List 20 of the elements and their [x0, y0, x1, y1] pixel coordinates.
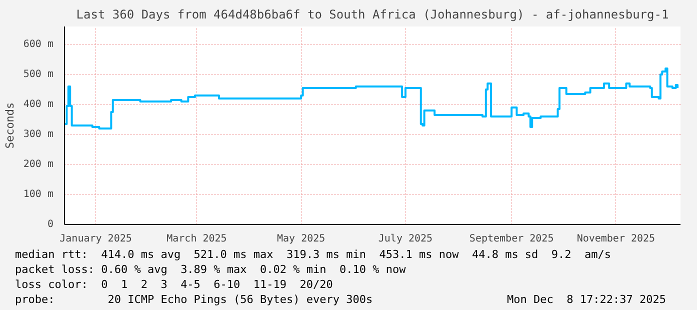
y-tick-label: 300 m — [23, 129, 54, 140]
x-tick-label: September 2025 — [469, 234, 554, 244]
y-tick-label: 100 m — [23, 189, 54, 200]
y-tick-label: 200 m — [23, 159, 54, 170]
text: Mon Dec 8 17:22:37 2025 — [507, 292, 666, 307]
x-tick-label: July 2025 — [378, 234, 433, 244]
x-tick-label: March 2025 — [166, 234, 227, 244]
text: median rtt: 414.0 ms avg 521.0 ms max 319.3 ms min 453.1 ms now 44.8 ms sd 9.2 am/s — [15, 247, 612, 262]
y-tick-label: 400 m — [23, 99, 54, 110]
x-tick-label: May 2025 — [277, 234, 326, 244]
y-tick-label: 500 m — [23, 69, 54, 80]
text: probe: 20 ICMP Echo Pings (56 Bytes) every 300s — [15, 292, 373, 307]
y-tick-label: 0 — [47, 219, 54, 230]
text: packet loss: 0.60 % avg 3.89 % max 0.02 % min 0.10 % now — [15, 262, 407, 277]
x-tick-label: January 2025 — [60, 234, 132, 244]
x-tick-label: November 2025 — [576, 234, 656, 244]
text: loss color: 0 1 2 3 4-5 6-10 11-19 20/20 — [15, 277, 334, 292]
y-axis-title: Seconds — [3, 102, 16, 149]
chart-title: Last 360 Days from 464d48b6ba6f to South Africa (Johannesburg) - af-johannesburg-1 — [76, 8, 669, 22]
y-tick-label: 600 m — [23, 39, 54, 50]
